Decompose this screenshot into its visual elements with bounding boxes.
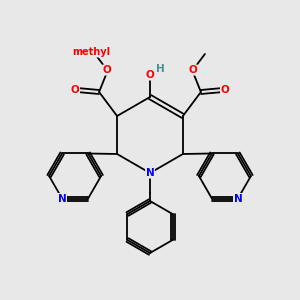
- Text: O: O: [220, 85, 229, 95]
- Text: methyl: methyl: [72, 47, 110, 57]
- Text: O: O: [188, 65, 197, 75]
- Text: H: H: [156, 64, 164, 74]
- Text: N: N: [58, 194, 67, 203]
- Text: O: O: [103, 65, 112, 75]
- Text: N: N: [146, 168, 154, 178]
- Text: O: O: [146, 70, 154, 80]
- Text: methoxy: methoxy: [90, 50, 96, 51]
- Text: O: O: [71, 85, 80, 95]
- Text: N: N: [233, 194, 242, 203]
